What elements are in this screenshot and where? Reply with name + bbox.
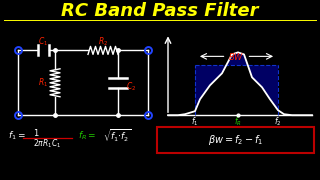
Text: $f_1$: $f_1$ bbox=[191, 116, 199, 128]
Text: $f_1=$: $f_1=$ bbox=[8, 130, 26, 142]
Text: $\beta w = f_2 - f_1$: $\beta w = f_2 - f_1$ bbox=[208, 133, 263, 147]
Text: RC Band Pass Filter: RC Band Pass Filter bbox=[61, 3, 259, 21]
Text: $C_1$: $C_1$ bbox=[38, 35, 48, 48]
Text: $f_R$: $f_R$ bbox=[234, 116, 242, 128]
Text: $f_2$: $f_2$ bbox=[274, 116, 282, 128]
Text: $R_1$: $R_1$ bbox=[38, 76, 48, 89]
Text: $f_R=$: $f_R=$ bbox=[78, 130, 96, 142]
Text: $\sqrt{f_1{\cdot}f_2}$: $\sqrt{f_1{\cdot}f_2}$ bbox=[103, 128, 131, 144]
Polygon shape bbox=[195, 52, 278, 111]
Text: $1$: $1$ bbox=[33, 127, 39, 138]
Text: $R_2$: $R_2$ bbox=[98, 35, 108, 48]
Text: $BW$: $BW$ bbox=[228, 51, 245, 62]
FancyBboxPatch shape bbox=[157, 127, 314, 153]
Text: $2\pi R_1 C_1$: $2\pi R_1 C_1$ bbox=[33, 138, 61, 150]
Text: $C_2$: $C_2$ bbox=[126, 80, 136, 93]
